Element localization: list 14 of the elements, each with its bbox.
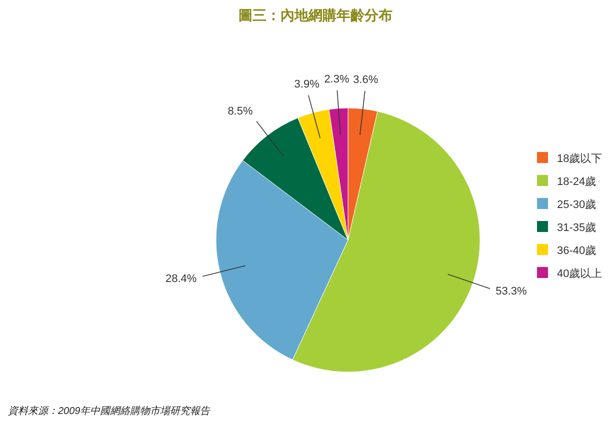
- legend-label: 18歲以下: [557, 152, 602, 165]
- legend-label: 25-30歲: [557, 198, 596, 211]
- legend-label: 40歲以上: [557, 267, 602, 280]
- data-label: 2.3%: [324, 73, 350, 86]
- legend-label: 31-35歲: [557, 221, 596, 234]
- data-label: 3.9%: [294, 78, 320, 91]
- source-note: 資料來源：2009年中國網絡購物市場研究報告: [8, 405, 212, 417]
- data-label: 53.3%: [496, 286, 527, 298]
- legend-label: 36-40歲: [557, 244, 596, 257]
- data-label: 3.6%: [353, 74, 378, 86]
- chart-title: 圖三：內地網購年齡分布: [238, 7, 392, 23]
- legend-label: 18-24歲: [557, 175, 596, 188]
- data-label: 28.4%: [165, 272, 197, 285]
- data-label: 8.5%: [228, 105, 253, 118]
